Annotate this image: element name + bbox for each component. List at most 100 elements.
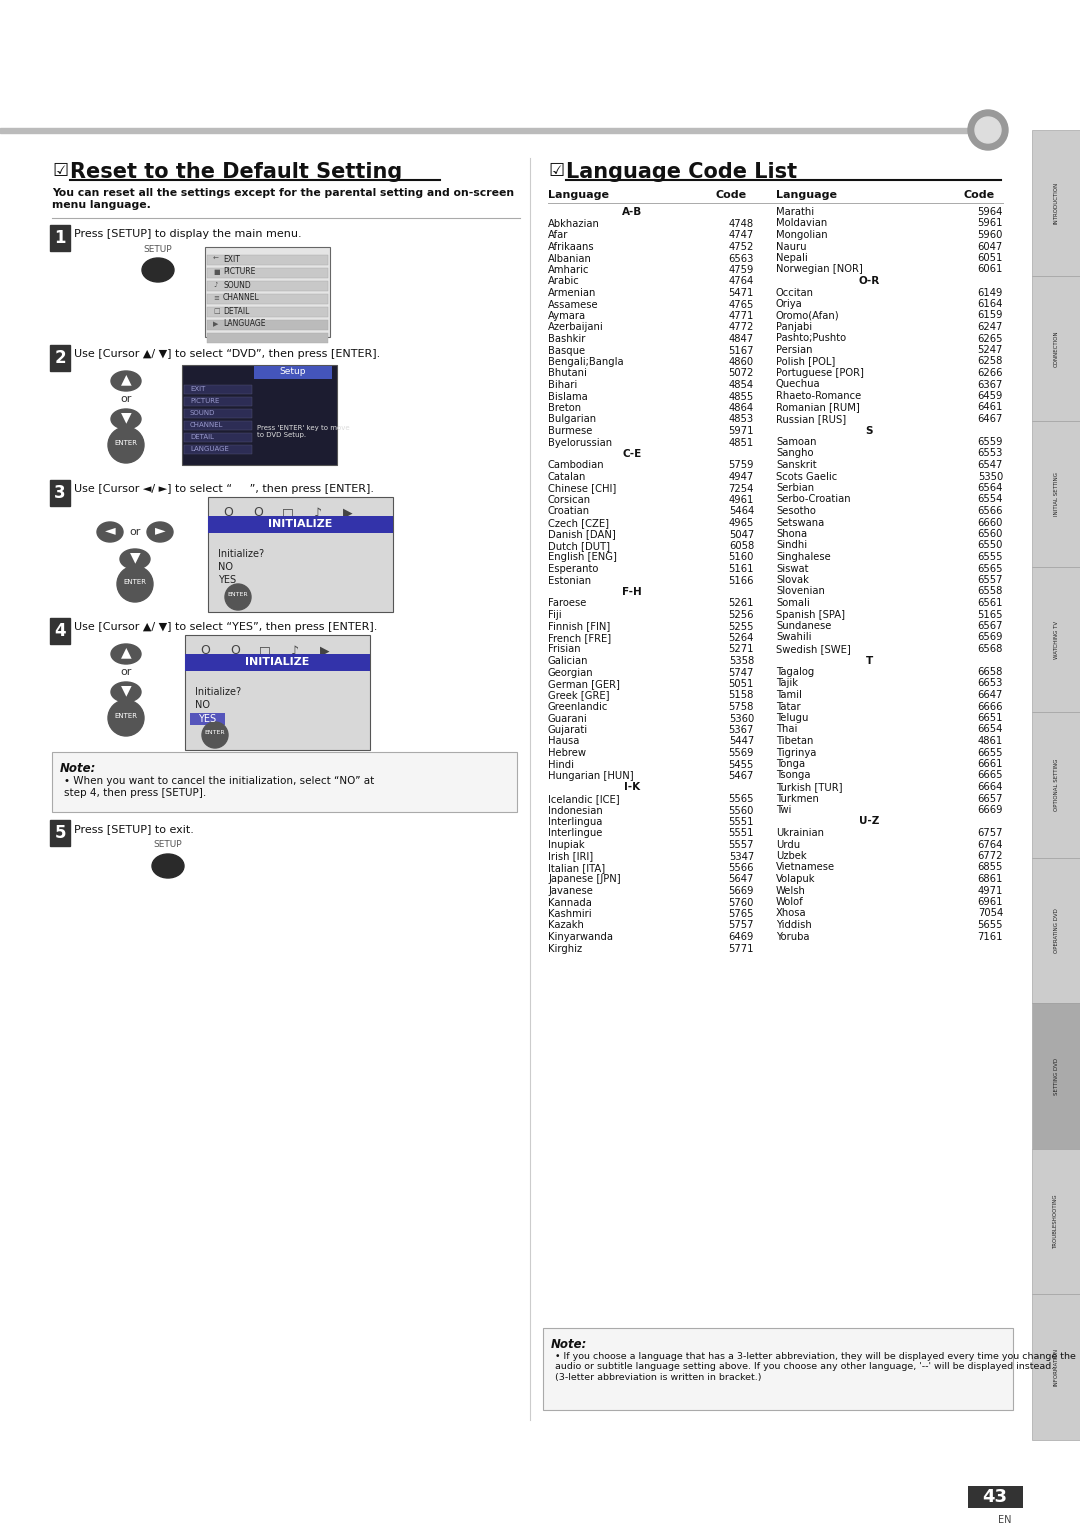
- Text: 6566: 6566: [977, 506, 1003, 516]
- Text: Dutch [DUT]: Dutch [DUT]: [548, 541, 610, 552]
- Text: • When you want to cancel the initialization, select “NO” at
step 4, then press : • When you want to cancel the initializa…: [64, 776, 375, 798]
- Text: ENTER: ENTER: [123, 579, 147, 585]
- Text: 4853: 4853: [729, 414, 754, 425]
- Text: 6149: 6149: [977, 287, 1003, 298]
- Circle shape: [108, 700, 144, 736]
- Text: Swedish [SWE]: Swedish [SWE]: [777, 643, 851, 654]
- Text: 5350: 5350: [977, 472, 1003, 481]
- Circle shape: [202, 723, 228, 749]
- Text: ENTER: ENTER: [114, 714, 137, 720]
- Text: CONNECTION: CONNECTION: [1053, 330, 1058, 367]
- Text: 6557: 6557: [977, 575, 1003, 585]
- Bar: [1032, 567, 1080, 712]
- Text: Hindi: Hindi: [548, 759, 573, 770]
- Text: Tamil: Tamil: [777, 691, 801, 700]
- Bar: [184, 397, 252, 406]
- Text: Serbian: Serbian: [777, 483, 814, 494]
- Text: Bihari: Bihari: [548, 380, 577, 390]
- Text: Singhalese: Singhalese: [777, 552, 831, 562]
- Ellipse shape: [152, 854, 184, 879]
- Text: Assamese: Assamese: [548, 299, 598, 310]
- Text: Code: Code: [716, 189, 747, 200]
- Text: 6647: 6647: [977, 691, 1003, 700]
- Text: 6555: 6555: [977, 552, 1003, 562]
- Text: 6554: 6554: [977, 495, 1003, 504]
- Text: Finnish [FIN]: Finnish [FIN]: [548, 622, 610, 631]
- Text: Press [SETUP] to display the main menu.: Press [SETUP] to display the main menu.: [75, 229, 301, 238]
- Text: 6757: 6757: [977, 828, 1003, 837]
- Text: 6660: 6660: [977, 518, 1003, 527]
- Text: Estonian: Estonian: [548, 576, 591, 585]
- Text: 6467: 6467: [977, 414, 1003, 423]
- Text: 6653: 6653: [977, 678, 1003, 689]
- Text: 6558: 6558: [977, 587, 1003, 596]
- Text: 6247: 6247: [977, 322, 1003, 332]
- Text: Yoruba: Yoruba: [777, 932, 810, 941]
- Text: 6461: 6461: [977, 402, 1003, 413]
- Text: DETAIL: DETAIL: [190, 434, 214, 440]
- Text: Danish [DAN]: Danish [DAN]: [548, 530, 616, 539]
- Text: 6861: 6861: [977, 874, 1003, 885]
- Bar: [254, 367, 332, 379]
- Text: Tibetan: Tibetan: [777, 736, 813, 746]
- Text: □: □: [213, 309, 219, 313]
- Text: 5264: 5264: [729, 633, 754, 643]
- Text: 5758: 5758: [729, 701, 754, 712]
- Text: French [FRE]: French [FRE]: [548, 633, 611, 643]
- Text: 4961: 4961: [729, 495, 754, 504]
- Text: 5271: 5271: [729, 645, 754, 654]
- Bar: [205, 248, 330, 338]
- Text: 6061: 6061: [977, 264, 1003, 275]
- Text: ▼: ▼: [121, 410, 132, 423]
- Circle shape: [975, 118, 1001, 144]
- Text: ▼: ▼: [130, 550, 140, 564]
- Text: 5455: 5455: [729, 759, 754, 770]
- Text: WATCHING TV: WATCHING TV: [1053, 620, 1058, 659]
- Text: INITIALIZE: INITIALIZE: [245, 657, 310, 668]
- Text: Bashkir: Bashkir: [548, 335, 585, 344]
- Text: ♪: ♪: [291, 645, 299, 657]
- Text: 4764: 4764: [729, 277, 754, 287]
- Text: Kannada: Kannada: [548, 897, 592, 908]
- Text: □: □: [259, 645, 271, 657]
- Text: Quechua: Quechua: [777, 379, 821, 390]
- Bar: [1032, 1004, 1080, 1149]
- Text: INITIALIZE: INITIALIZE: [268, 520, 333, 529]
- Text: 4861: 4861: [977, 736, 1003, 746]
- Text: Tonga: Tonga: [777, 759, 805, 769]
- Bar: [207, 255, 328, 264]
- Text: Tagalog: Tagalog: [777, 668, 814, 677]
- Text: Spanish [SPA]: Spanish [SPA]: [777, 610, 845, 619]
- Text: Initialize?: Initialize?: [218, 549, 265, 559]
- Text: Sangho: Sangho: [777, 449, 813, 458]
- Text: 4771: 4771: [729, 312, 754, 321]
- Text: ▶: ▶: [213, 321, 218, 327]
- Text: ENTER: ENTER: [205, 730, 226, 735]
- Text: 5560: 5560: [729, 805, 754, 816]
- Text: 6564: 6564: [977, 483, 1003, 494]
- Ellipse shape: [111, 410, 141, 429]
- Bar: [543, 1328, 1013, 1410]
- Text: Corsican: Corsican: [548, 495, 591, 504]
- Text: German [GER]: German [GER]: [548, 678, 620, 689]
- Bar: [208, 516, 393, 533]
- Text: You can reset all the settings except for the parental setting and on-screen
men: You can reset all the settings except fo…: [52, 188, 514, 209]
- Ellipse shape: [120, 549, 150, 568]
- Text: Panjabi: Panjabi: [777, 322, 812, 332]
- Text: 6654: 6654: [977, 724, 1003, 735]
- Bar: [207, 319, 328, 330]
- Text: Tigrinya: Tigrinya: [777, 747, 816, 758]
- Bar: [1032, 275, 1080, 422]
- Text: ☑: ☑: [548, 162, 564, 180]
- Bar: [1032, 1149, 1080, 1294]
- Bar: [207, 293, 328, 304]
- Text: 5072: 5072: [729, 368, 754, 379]
- Text: Mongolian: Mongolian: [777, 231, 827, 240]
- Text: 4971: 4971: [977, 886, 1003, 895]
- Text: 7161: 7161: [977, 932, 1003, 941]
- Text: 5255: 5255: [729, 622, 754, 631]
- Text: ◄: ◄: [105, 523, 116, 536]
- Bar: [184, 422, 252, 429]
- Text: ≡: ≡: [213, 295, 219, 301]
- Text: ▼: ▼: [121, 683, 132, 697]
